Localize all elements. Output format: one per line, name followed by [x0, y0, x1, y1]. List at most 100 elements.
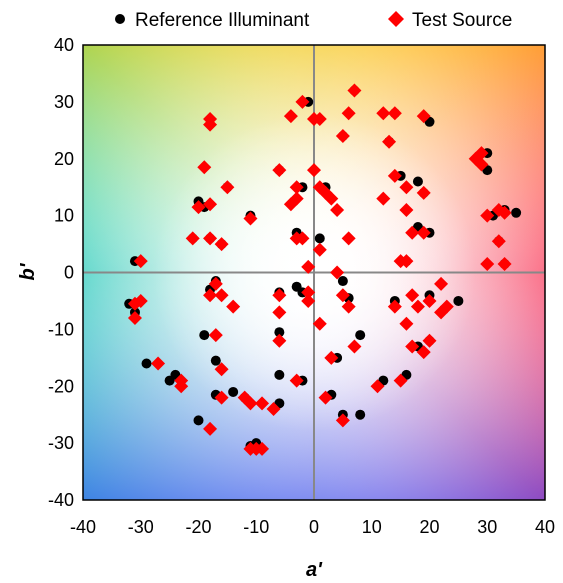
reference-point	[141, 358, 152, 369]
test-point	[295, 231, 310, 246]
test-point	[243, 441, 258, 456]
test-point	[312, 111, 327, 126]
test-point	[376, 191, 391, 206]
test-point	[410, 299, 425, 314]
test-point	[312, 316, 327, 331]
test-point	[422, 293, 437, 308]
y-tick-label: 30	[54, 92, 74, 112]
test-point	[318, 390, 333, 405]
test-point	[133, 293, 148, 308]
test-point	[341, 231, 356, 246]
test-point	[376, 106, 391, 121]
test-point	[382, 134, 397, 149]
reference-point	[274, 327, 285, 338]
x-tick-label: 20	[419, 517, 439, 537]
test-point	[399, 202, 414, 217]
test-point	[341, 299, 356, 314]
test-point	[335, 413, 350, 428]
test-point	[272, 333, 287, 348]
test-point	[295, 94, 310, 109]
x-axis-title: a'	[306, 559, 323, 581]
test-point	[387, 299, 402, 314]
x-tick-label: -20	[185, 517, 211, 537]
test-point	[214, 237, 229, 252]
test-point	[272, 288, 287, 303]
plot-frame	[82, 44, 546, 501]
test-point	[347, 339, 362, 354]
legend: Reference Illuminant Test Source	[115, 10, 512, 31]
y-tick-label: 10	[54, 206, 74, 226]
x-tick-label: 0	[309, 517, 319, 537]
test-point	[266, 402, 281, 416]
test-point	[301, 293, 316, 308]
test-point	[480, 208, 495, 223]
test-point	[416, 185, 431, 200]
test-point	[330, 202, 345, 217]
test-point	[289, 180, 304, 195]
reference-point	[193, 415, 204, 426]
test-point	[203, 288, 218, 303]
test-point	[289, 191, 304, 206]
x-tick-label: 40	[535, 517, 555, 537]
test-point	[203, 421, 218, 436]
test-point	[370, 379, 385, 394]
test-point	[497, 205, 512, 220]
test-point	[255, 396, 270, 411]
x-tick-label: -10	[243, 517, 269, 537]
test-point	[497, 256, 512, 271]
test-point	[405, 339, 420, 354]
test-point	[133, 254, 148, 269]
test-point	[214, 288, 229, 303]
y-tick-label: 20	[54, 149, 74, 169]
reference-point	[412, 176, 423, 187]
test-point	[127, 311, 142, 325]
test-point	[220, 180, 235, 195]
reference-point	[199, 330, 210, 341]
reference-point	[291, 281, 302, 292]
test-point	[324, 350, 339, 365]
test-point	[151, 356, 166, 371]
test-point	[399, 254, 414, 269]
y-tick-label: -30	[48, 433, 74, 453]
test-point	[474, 157, 489, 172]
test-point	[237, 390, 252, 405]
reference-point	[228, 386, 239, 397]
y-tick-label: -10	[48, 319, 74, 339]
y-tick-label: 40	[54, 35, 74, 55]
reference-point	[210, 355, 221, 366]
x-tick-label: 10	[362, 517, 382, 537]
test-point	[289, 373, 304, 388]
test-point	[405, 225, 420, 240]
x-tick-label: -40	[70, 517, 96, 537]
test-point	[347, 83, 362, 98]
legend-label-test: Test Source	[412, 10, 512, 31]
test-point	[208, 276, 223, 291]
test-point	[208, 328, 223, 343]
test-point	[399, 180, 414, 195]
test-point	[283, 109, 298, 124]
y-axis-ticks: -40 -30 -20 -10 0 10 20 30 40	[48, 35, 74, 510]
test-point	[312, 242, 327, 257]
test-point	[387, 168, 402, 183]
reference-point	[355, 330, 366, 341]
test-point	[399, 316, 414, 331]
test-point	[474, 146, 489, 161]
reference-point	[355, 409, 366, 420]
test-point	[416, 345, 431, 360]
test-point	[214, 390, 229, 405]
reference-point	[453, 295, 464, 306]
test-point	[255, 441, 270, 456]
test-point	[416, 109, 431, 124]
test-point	[197, 160, 212, 175]
test-point	[335, 129, 350, 143]
test-point	[243, 211, 258, 226]
y-tick-label: 0	[64, 263, 74, 283]
test-point	[405, 288, 420, 303]
test-point	[416, 225, 431, 240]
test-point	[272, 163, 287, 178]
x-axis-ticks: -40 -30 -20 -10 0 10 20 30 40	[70, 517, 555, 537]
x-tick-label: 30	[477, 517, 497, 537]
y-tick-label: -20	[48, 376, 74, 396]
test-point	[422, 333, 437, 348]
